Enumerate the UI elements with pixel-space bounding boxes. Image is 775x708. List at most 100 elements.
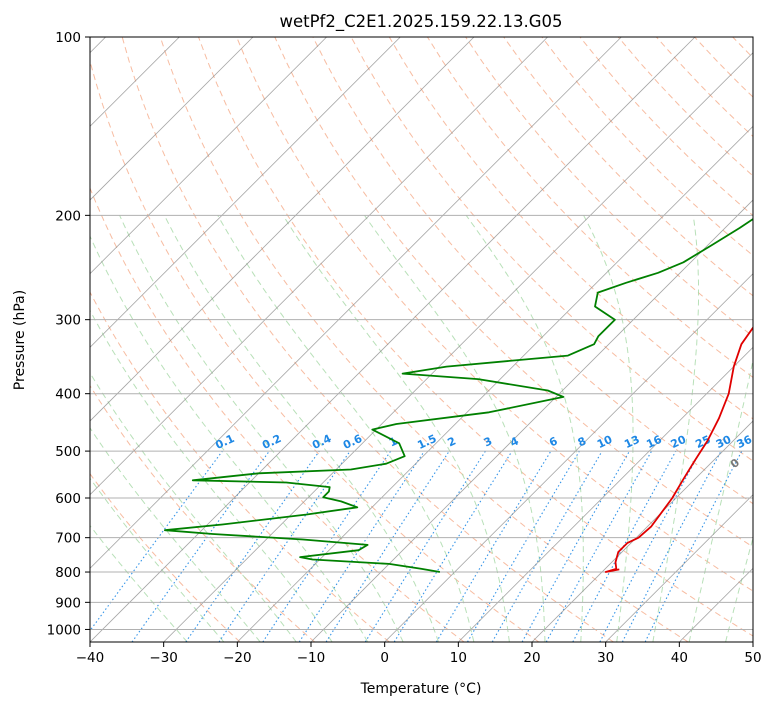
mixing-ratio-label: 30: [714, 433, 734, 451]
isotherm-line: [90, 37, 327, 275]
x-tick-label: 30: [597, 650, 614, 666]
mixing-ratio-label: 16: [644, 433, 664, 451]
mixing-ratio-line: [521, 450, 630, 642]
mixing-ratio-line: [545, 450, 653, 642]
dry-adiabat-line: [90, 384, 316, 642]
isotherm-line: [679, 567, 753, 642]
mixing-ratio-line: [572, 450, 677, 642]
temperature-series-line: [604, 326, 753, 573]
dry-adiabat-line: [312, 37, 753, 505]
dewpoint-series-line: [164, 217, 753, 573]
mixing-ratio-label: 4: [508, 434, 521, 449]
y-tick-label: 900: [55, 595, 81, 611]
mixing-ratio-line: [218, 450, 351, 642]
mixing-ratio-line: [621, 450, 722, 642]
x-axis-label: Temperature (°C): [360, 681, 482, 697]
x-tick-label: 20: [523, 650, 540, 666]
y-tick-label: 100: [55, 30, 81, 46]
mixing-ratio-label: 6: [547, 434, 560, 449]
moist-adiabat-line: [364, 215, 546, 642]
isotherm-line: [90, 37, 622, 569]
dry-adiabat-line: [388, 37, 753, 420]
mixing-ratio-label: 13: [622, 433, 641, 451]
line-labels: -100-90-80-70-60-50-40-30-20-100.10.20.4…: [213, 432, 775, 514]
x-tick-label: −30: [149, 650, 178, 666]
x-tick-label: −40: [76, 650, 105, 666]
mixing-ratio-label: 20: [669, 433, 689, 451]
isotherm-line: [90, 37, 401, 348]
background-lines: [90, 37, 775, 642]
x-tick-label: 40: [671, 650, 688, 666]
mixing-ratio-line: [644, 450, 743, 642]
dry-adiabat-line: [426, 37, 753, 378]
y-tick-label: 700: [55, 531, 81, 547]
isotherm-line: [531, 420, 753, 642]
dry-adiabat-line: [656, 37, 753, 138]
moist-adiabat-line: [163, 215, 439, 642]
isotherm-line: [752, 641, 753, 642]
dry-adiabat-line: [503, 37, 753, 297]
dry-adiabat-line: [121, 37, 614, 642]
mixing-ratio-line: [364, 450, 486, 642]
moist-adiabat-line: [282, 215, 510, 642]
y-axis-label: Pressure (hPa): [12, 290, 28, 390]
moist-adiabat-line: [90, 524, 188, 642]
moist-adiabat-line: [90, 235, 369, 642]
moist-adiabat-line: [465, 215, 584, 642]
x-tick-label: −20: [223, 650, 252, 666]
y-axis-ticks: 100 200 300 400 500 600 700 800 900 1000: [47, 30, 90, 638]
mixing-ratio-line: [599, 450, 701, 642]
y-tick-label: 800: [55, 565, 81, 581]
dry-adiabat-line: [90, 59, 540, 642]
dry-adiabat-line: [732, 37, 753, 59]
dry-adiabat-line: [236, 37, 753, 592]
dry-adiabat-line: [90, 472, 241, 642]
isotherm-line: [605, 494, 753, 642]
mixing-ratio-label: 36: [735, 433, 755, 451]
isotherm-line: [237, 125, 753, 642]
mixing-ratio-line: [262, 450, 392, 642]
dry-adiabat-line: [90, 291, 390, 642]
y-tick-label: 1000: [47, 622, 81, 638]
moist-adiabat-line: [90, 371, 297, 642]
isotherm-line: [90, 37, 475, 422]
x-tick-label: 50: [744, 650, 761, 666]
isotherm-line: [90, 37, 254, 201]
y-tick-label: 400: [55, 387, 81, 403]
y-tick-label: 500: [55, 444, 81, 460]
dry-adiabat-line: [465, 37, 753, 338]
moist-adiabat-line: [217, 215, 475, 642]
mixing-ratio-label: 10: [595, 433, 615, 451]
plot-frame: [89, 36, 754, 643]
mixing-ratio-line: [90, 450, 223, 632]
x-tick-label: 0: [380, 650, 389, 666]
y-tick-label: 300: [55, 313, 81, 329]
moist-adiabat-label: 10: [766, 494, 775, 514]
moist-adiabat-line: [90, 477, 225, 642]
profile-series: [164, 217, 753, 573]
pressure-gridlines: [90, 36, 753, 630]
dry-adiabat-line: [541, 37, 753, 257]
isotherm-line: [310, 199, 753, 642]
x-tick-label: 10: [450, 650, 467, 666]
mixing-ratio-label: 0.1: [213, 432, 236, 452]
mixing-ratio-label: 0.2: [260, 432, 283, 452]
dry-adiabat-line: [90, 186, 465, 642]
mixing-ratio-line: [393, 450, 513, 642]
isotherm-line: [458, 346, 753, 642]
dry-adiabat-line: [694, 37, 753, 98]
dry-adiabat-line: [350, 37, 753, 462]
isotherm-line: [90, 37, 548, 496]
mixing-ratio-label: 25: [693, 433, 712, 451]
dry-adiabat-line: [771, 37, 775, 642]
moist-adiabat-line: [119, 215, 404, 642]
x-tick-label: −10: [297, 650, 326, 666]
mixing-ratio-line: [325, 450, 450, 642]
mixing-ratio-label: 2: [446, 434, 458, 449]
mixing-ratio-line: [185, 450, 320, 642]
moist-adiabat-line: [583, 215, 634, 642]
chart-title: wetPf2_C2E1.2025.159.22.13.G05: [279, 12, 562, 32]
isotherm-line: [90, 37, 696, 642]
